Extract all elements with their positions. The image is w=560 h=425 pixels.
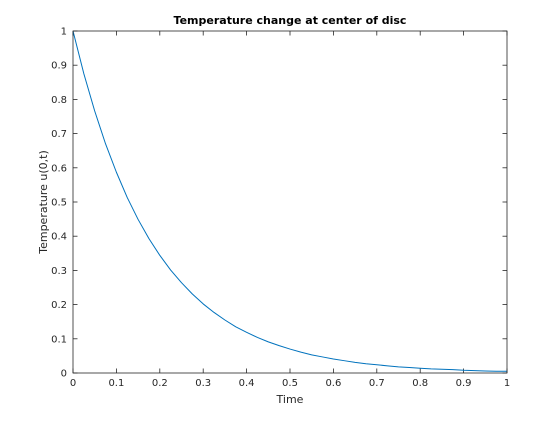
series-line — [72, 30, 507, 372]
x-tick-label: 0.4 — [239, 378, 255, 389]
plot-frame — [72, 30, 508, 374]
plot-background — [73, 31, 507, 373]
y-tick-label: 0.4 — [51, 232, 67, 243]
x-tick-label: 0.2 — [152, 378, 168, 389]
x-tick-label: 0.9 — [456, 378, 472, 389]
y-tick-label: 0.7 — [51, 129, 67, 140]
chart-title: Temperature change at center of disc — [174, 14, 407, 27]
y-tick-label: 0.2 — [51, 300, 67, 311]
x-tick-label: 0.7 — [369, 378, 385, 389]
y-tick-label: 0.8 — [51, 95, 67, 106]
y-tick-label: 0.6 — [51, 163, 67, 174]
x-tick-label: 0 — [70, 378, 76, 389]
x-tick-label: 0.5 — [282, 378, 298, 389]
ticks-layer: 0 0.1 0.2 0.3 0.4 0.5 0.6 0.7 0.8 0.9 1 0 0.1 0.2 0.3 0… — [51, 27, 510, 390]
x-tick-label: 0.3 — [195, 378, 211, 389]
x-tick-label: 0.8 — [412, 378, 428, 389]
y-axis-label: Temperature u(0,t) — [37, 150, 50, 255]
series-layer — [72, 30, 507, 372]
x-tick-label: 1 — [504, 378, 510, 389]
y-tick-label: 0.1 — [51, 334, 67, 345]
y-tick-label: 0.3 — [51, 266, 67, 277]
y-tick-label: 0.5 — [51, 198, 67, 209]
x-axis-label: Time — [276, 393, 304, 406]
y-tick-label: 1 — [61, 27, 67, 38]
x-tick-label: 0.6 — [325, 378, 341, 389]
x-tick-label: 0.1 — [108, 378, 124, 389]
y-tick-label: 0 — [61, 369, 67, 380]
y-tick-label: 0.9 — [51, 61, 67, 72]
